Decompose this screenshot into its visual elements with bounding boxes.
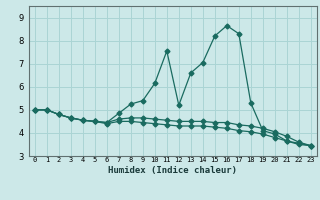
X-axis label: Humidex (Indice chaleur): Humidex (Indice chaleur) bbox=[108, 166, 237, 175]
